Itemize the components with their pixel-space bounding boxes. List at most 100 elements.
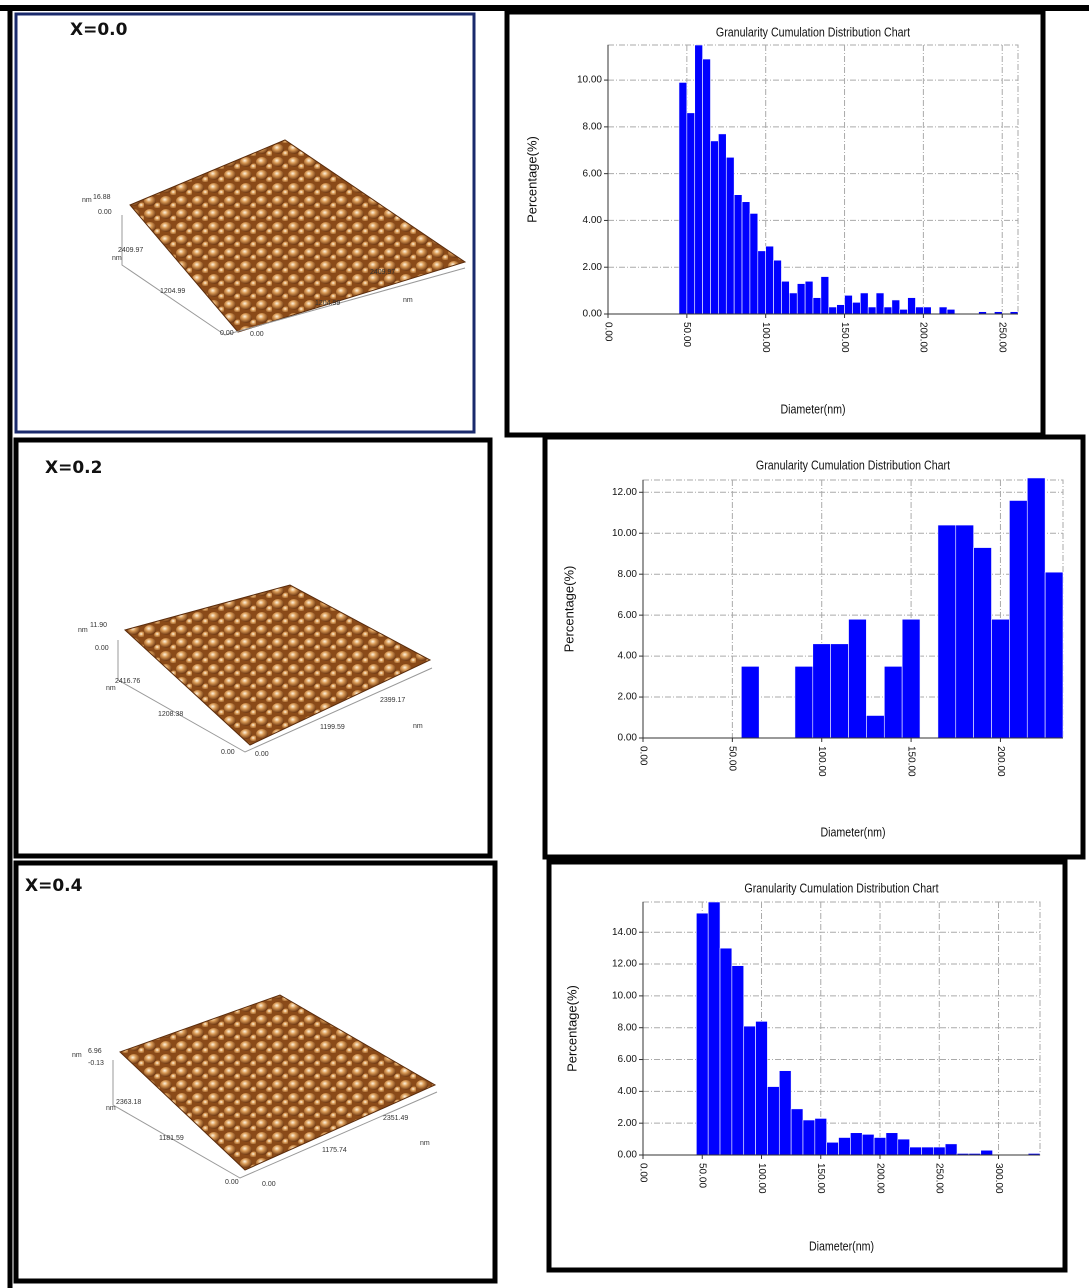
x-tick-label: 250.00 [997,322,1008,353]
bar [791,1109,803,1155]
afm-label: nm [420,1140,430,1147]
afm-label: -0.13 [88,1060,104,1067]
y-tick-label: 8.00 [583,122,603,133]
bar [900,309,908,314]
afm-label: 11.90 [90,622,107,629]
bar [1027,478,1045,738]
y-axis-label: Percentage(%) [524,136,539,223]
bar [992,619,1010,738]
y-tick-label: 2.00 [618,1118,638,1129]
bar [884,307,892,314]
bar [916,307,924,314]
x-tick-label: 150.00 [815,1163,826,1194]
x-axis-label: Diameter(nm) [820,824,885,839]
afm-label: 0.00 [262,1181,276,1188]
bar [862,1134,874,1155]
bar [797,284,805,314]
afm-label: 2409.97 [370,269,395,276]
afm-label: 0.00 [250,331,264,338]
y-tick-label: 10.00 [612,991,637,1002]
bar [849,619,867,738]
bar [947,309,955,314]
x-tick-label: 100.00 [816,746,827,777]
y-tick-label: 6.00 [583,168,603,179]
bar [852,302,860,314]
bar [892,300,900,314]
bar [974,548,992,738]
x-tick-label: 200.00 [995,746,1006,777]
bar [876,293,884,314]
bar [821,277,829,314]
bar [708,902,720,1155]
afm-label: nm [82,197,92,204]
bar [732,966,744,1155]
afm-label: 0.00 [221,749,235,756]
bar [923,307,931,314]
afm-label: 1208.38 [158,711,183,718]
bar [742,202,750,314]
bar [827,1142,839,1155]
afm-label: 16.88 [93,194,111,201]
bar [679,82,687,314]
bar [774,260,782,314]
y-tick-label: 6.00 [618,1054,638,1065]
bar [933,1147,945,1155]
x-axis-label: Diameter(nm) [780,401,845,416]
x-axis-label: Diameter(nm) [809,1238,874,1253]
bar [789,293,797,314]
afm-label: 0.00 [98,209,112,216]
x-tick-label: 0.00 [637,1163,648,1183]
bar [756,1021,768,1155]
x-tick-label: 200.00 [874,1163,885,1194]
afm-label: nm [413,723,423,730]
bar [741,666,759,738]
bar [910,1147,922,1155]
bar [766,246,774,314]
bar [750,213,758,314]
bar [758,251,766,314]
bar [956,525,974,738]
bar [803,1120,815,1155]
figure: X=0.0 X=0.2 X=0.4 nm 16.88 0.00 2409.97 … [0,0,1089,1288]
bar [813,644,831,738]
bar [703,59,711,314]
afm-label: 1199.59 [320,724,345,731]
y-tick-label: 0.00 [618,733,638,744]
bar [945,1144,957,1155]
bar [795,666,813,738]
y-tick-label: 14.00 [612,927,637,938]
chart-title: Granularity Cumulation Distribution Char… [716,24,911,39]
x-tick-label: 250.00 [934,1163,945,1194]
y-tick-label: 4.00 [618,651,638,662]
bar [908,298,916,314]
chart-title: Granularity Cumulation Distribution Char… [756,457,951,472]
bar [1045,572,1063,738]
x-tick-label: 50.00 [697,1163,708,1188]
afm-label: 1175.74 [322,1147,347,1154]
afm-label: nm [106,1105,116,1112]
afm-label: nm [403,297,413,304]
bar [695,45,703,314]
x-tick-label: 50.00 [681,322,692,347]
bar [837,305,845,314]
bar [938,525,956,738]
bar [781,281,789,314]
bar [902,619,920,738]
bar [850,1133,862,1155]
panel-label: X=0.0 [70,20,128,40]
bar [886,1133,898,1155]
bar [734,195,742,314]
bar [866,715,884,738]
x-tick-label: 0.00 [637,746,648,766]
afm-label: 1204.99 [315,300,340,307]
bar [845,295,853,314]
bar [711,141,719,314]
y-tick-label: 10.00 [612,528,637,539]
afm-label: 2363.18 [116,1099,141,1106]
bar [726,157,734,314]
x-tick-label: 150.00 [839,322,850,353]
bar [884,666,902,738]
y-tick-label: 2.00 [618,692,638,703]
afm-label: 2351.49 [383,1115,408,1122]
bar [744,1026,756,1155]
